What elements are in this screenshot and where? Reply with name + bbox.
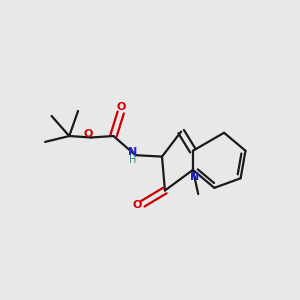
Text: N: N bbox=[128, 147, 137, 157]
Text: H: H bbox=[129, 155, 136, 166]
Text: O: O bbox=[117, 102, 126, 112]
Text: O: O bbox=[133, 200, 142, 210]
Text: O: O bbox=[83, 129, 92, 139]
Text: N: N bbox=[190, 172, 199, 182]
